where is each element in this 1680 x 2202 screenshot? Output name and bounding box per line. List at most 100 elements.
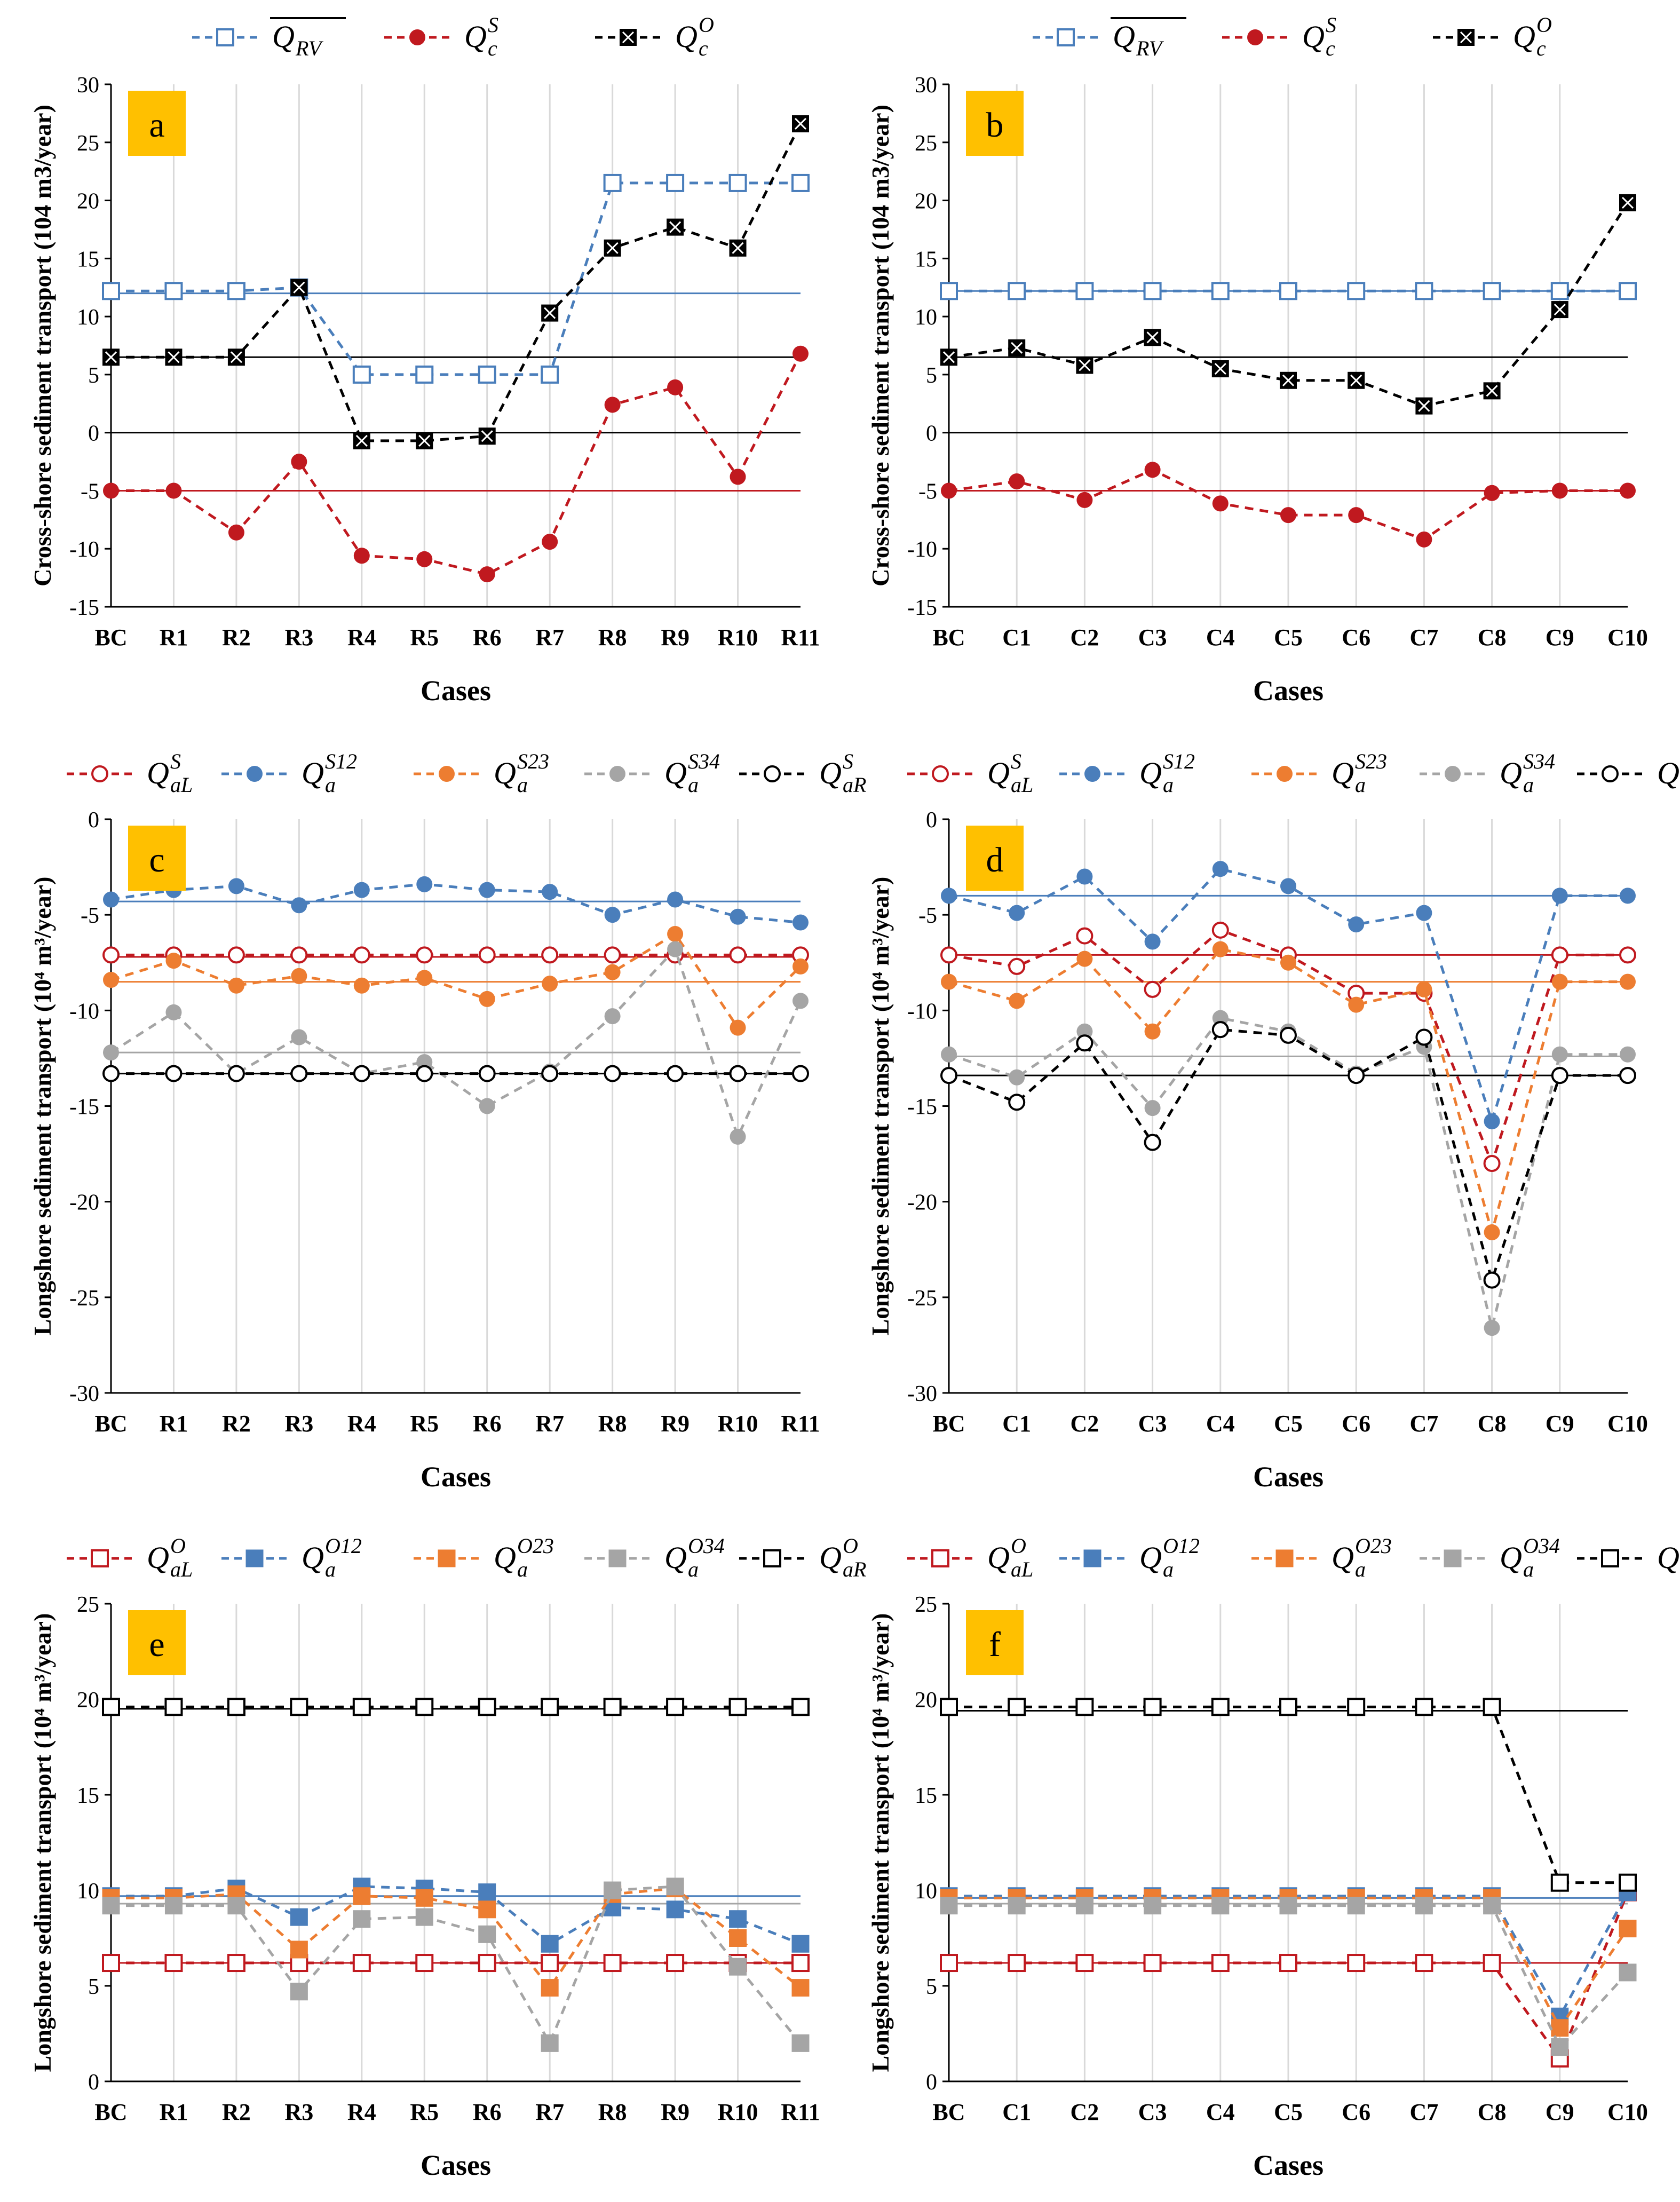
legend-marker bbox=[91, 765, 108, 782]
y-tick-label: -20 bbox=[69, 1191, 99, 1215]
legend-symbol: Q bbox=[675, 19, 698, 54]
data-point bbox=[353, 882, 370, 898]
x-tick-label: C7 bbox=[1410, 1411, 1439, 1437]
x-tick-label: R8 bbox=[598, 1411, 627, 1437]
y-tick-label: -10 bbox=[69, 537, 99, 562]
data-point bbox=[1483, 1155, 1501, 1172]
legend-superscript: O bbox=[843, 1534, 858, 1558]
series-3 bbox=[102, 1879, 810, 1997]
data-point bbox=[1348, 996, 1365, 1013]
data-point bbox=[1008, 1094, 1026, 1111]
data-point bbox=[666, 1878, 684, 1896]
legend-superscript: S34 bbox=[688, 749, 720, 773]
data-point bbox=[791, 1698, 810, 1716]
data-point bbox=[940, 946, 957, 964]
data-point bbox=[227, 1698, 245, 1716]
data-point bbox=[1348, 507, 1365, 524]
data-point bbox=[1008, 1897, 1026, 1915]
data-point bbox=[1415, 1698, 1433, 1716]
data-point bbox=[102, 348, 120, 366]
x-tick-label: BC bbox=[932, 1411, 965, 1437]
legend-subscript: aL bbox=[170, 1557, 193, 1581]
data-point bbox=[604, 964, 621, 980]
data-point bbox=[416, 946, 433, 964]
data-point bbox=[1280, 878, 1296, 894]
data-point bbox=[1484, 485, 1500, 501]
legend-superscript: S12 bbox=[325, 749, 357, 773]
data-point bbox=[667, 891, 684, 908]
series-3 bbox=[940, 194, 1636, 415]
panel-label-box bbox=[966, 826, 1024, 891]
legend-symbol: Q bbox=[1513, 19, 1535, 54]
data-point bbox=[666, 1900, 684, 1919]
y-tick-label: -30 bbox=[907, 1382, 937, 1406]
legend-symbol: Q bbox=[1500, 1540, 1522, 1575]
legend-symbol: Q bbox=[1657, 1540, 1679, 1575]
legend-subscript: a bbox=[1355, 1557, 1366, 1581]
legend-subscript: c bbox=[1326, 36, 1335, 60]
x-tick-label: R2 bbox=[222, 624, 251, 651]
data-point bbox=[542, 884, 558, 900]
legend-symbol: Q bbox=[464, 19, 487, 54]
x-tick-label: R7 bbox=[535, 2099, 564, 2125]
legend-subscript: aL bbox=[1011, 1557, 1033, 1581]
data-point bbox=[603, 1954, 622, 1973]
data-point bbox=[1212, 495, 1229, 512]
data-point bbox=[541, 1698, 559, 1716]
data-point bbox=[290, 1698, 308, 1716]
x-tick-label: C6 bbox=[1342, 2099, 1370, 2125]
x-tick-label: R11 bbox=[781, 624, 820, 651]
data-point bbox=[1347, 282, 1366, 300]
x-tick-label: C2 bbox=[1071, 1411, 1099, 1437]
data-point bbox=[1619, 946, 1636, 964]
series-line bbox=[110, 883, 801, 924]
x-tick-label: C10 bbox=[1607, 1411, 1648, 1437]
legend-subscript: a bbox=[517, 773, 528, 797]
data-point bbox=[352, 365, 371, 384]
data-point bbox=[416, 876, 433, 892]
data-point bbox=[604, 1065, 621, 1082]
series-line bbox=[949, 1705, 1628, 1884]
y-tick-label: 0 bbox=[926, 2070, 937, 2095]
data-point bbox=[227, 1954, 245, 1973]
legend-superscript: O bbox=[170, 1534, 186, 1558]
data-point bbox=[102, 1698, 120, 1716]
chart-panel-c: -30 -25 -20 -15 -10 -5 0 BC R1 R2 R3 R4 R5 R6 R7 R8 R9 R1… bbox=[29, 749, 866, 1493]
data-point bbox=[1279, 282, 1297, 300]
y-tick-label: -5 bbox=[81, 479, 99, 504]
data-point bbox=[353, 1910, 371, 1928]
x-tick-label: C4 bbox=[1206, 1411, 1235, 1437]
data-point bbox=[102, 1065, 120, 1082]
data-point bbox=[604, 1881, 622, 1899]
series-line bbox=[110, 946, 802, 1140]
data-point bbox=[1483, 1698, 1501, 1716]
data-point bbox=[729, 1065, 747, 1082]
data-point bbox=[1009, 473, 1025, 490]
data-point bbox=[479, 566, 495, 583]
legend-symbol: Q bbox=[147, 1540, 169, 1575]
data-point bbox=[791, 2034, 810, 2052]
legend-symbol: Q bbox=[147, 756, 169, 790]
legend-symbol: Q bbox=[1139, 1540, 1162, 1575]
y-axis-label: Longshore sediment transport (10⁴ m³/yea… bbox=[29, 877, 56, 1336]
legend-marker bbox=[438, 1549, 456, 1567]
data-point bbox=[165, 953, 182, 969]
data-point bbox=[1211, 282, 1230, 300]
data-point bbox=[228, 878, 244, 894]
y-axis-label: Cross-shore sediment transport (104 m3/y… bbox=[29, 105, 56, 587]
series-1 bbox=[102, 946, 809, 964]
data-point bbox=[1279, 1954, 1297, 1973]
panel-label-box bbox=[128, 826, 186, 891]
data-point bbox=[667, 926, 684, 942]
x-tick-label: BC bbox=[94, 624, 127, 651]
data-point bbox=[667, 1065, 684, 1082]
x-tick-label: R2 bbox=[222, 1411, 251, 1437]
x-tick-label: R10 bbox=[718, 624, 758, 651]
data-point bbox=[228, 977, 244, 994]
